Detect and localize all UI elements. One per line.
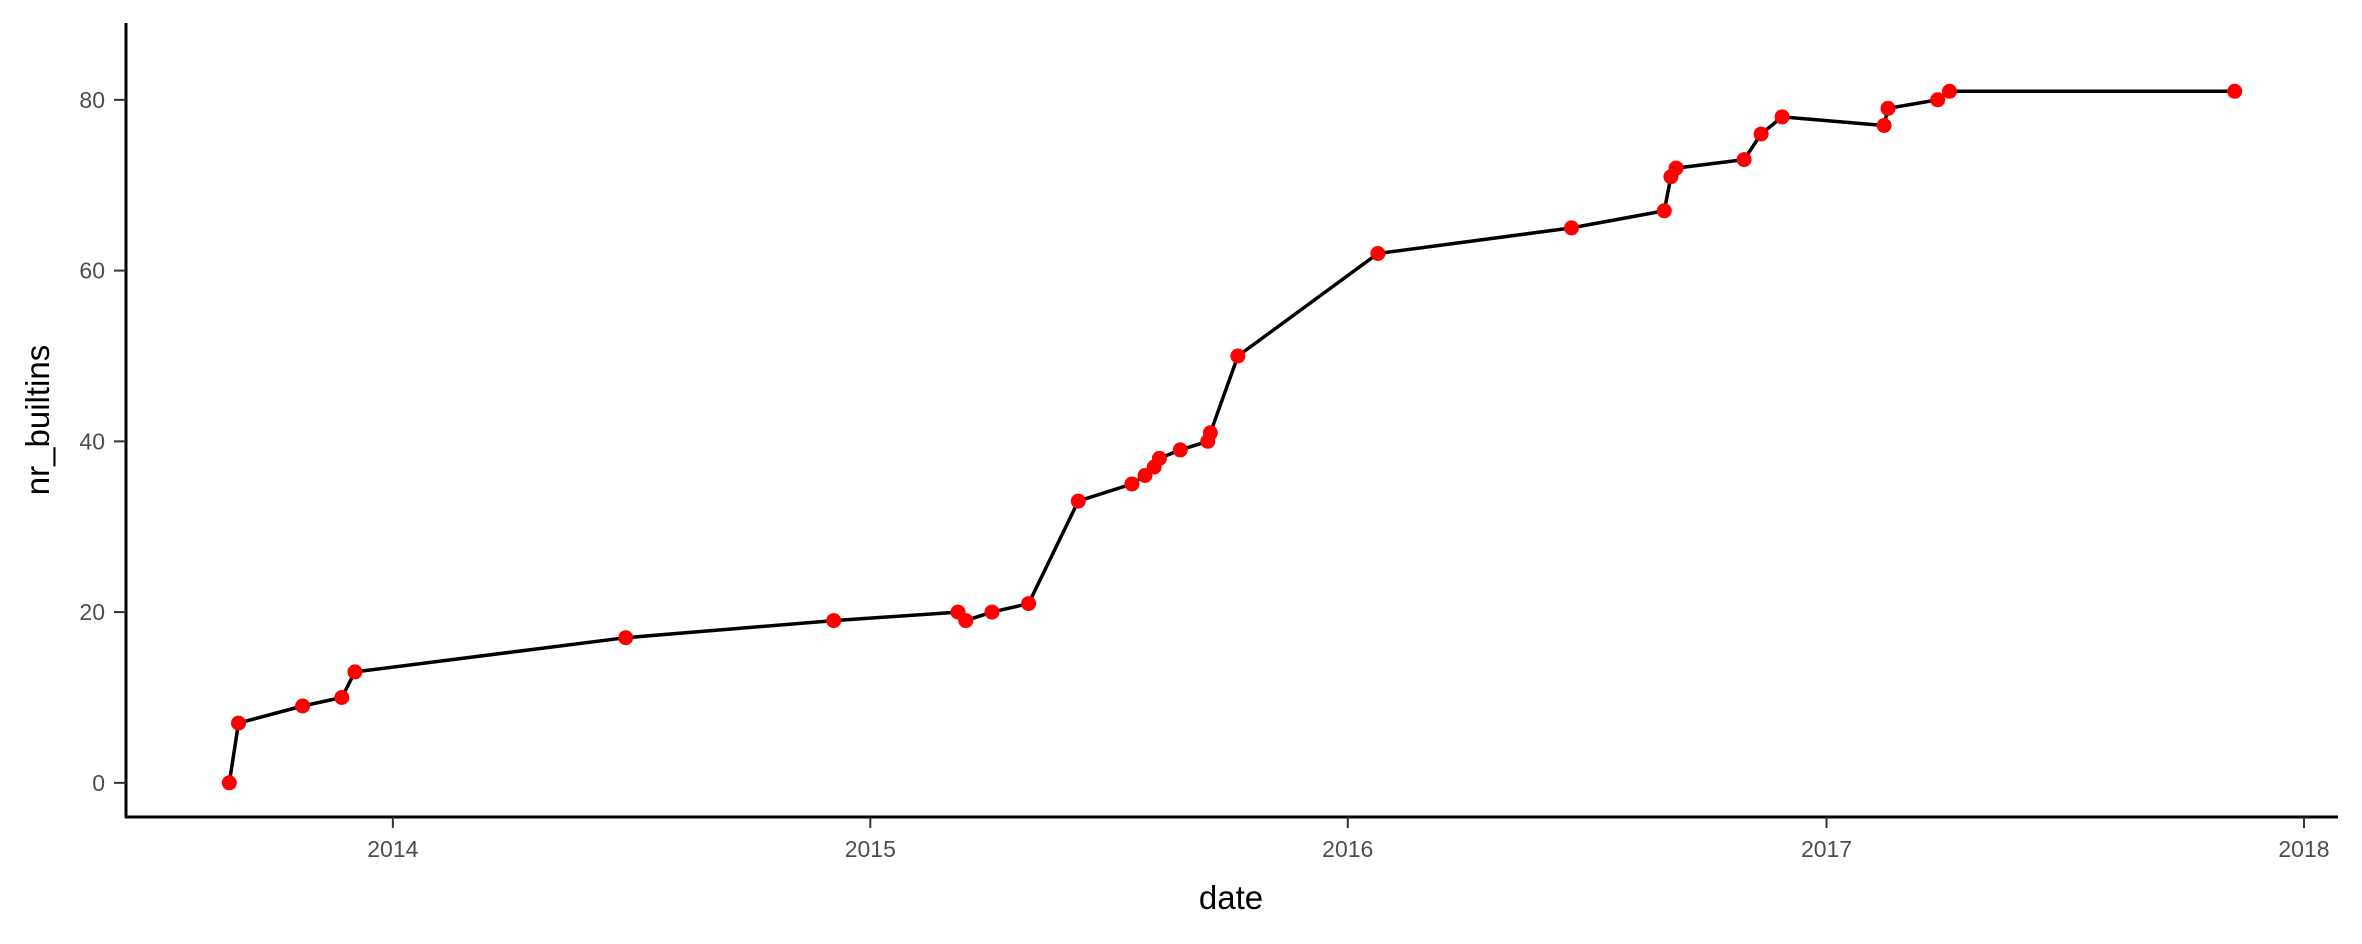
y-tick-label: 20 bbox=[79, 599, 105, 625]
data-point bbox=[231, 715, 246, 731]
data-point bbox=[618, 630, 634, 646]
data-point bbox=[1736, 152, 1752, 168]
data-point bbox=[1656, 203, 1672, 219]
data-point bbox=[1942, 83, 1957, 99]
y-axis-ticks: 0 20 40 60 80 bbox=[79, 87, 126, 796]
data-point bbox=[1230, 348, 1246, 364]
data-point bbox=[826, 613, 842, 629]
data-point bbox=[347, 664, 363, 680]
data-point bbox=[1370, 246, 1386, 261]
data-point bbox=[1070, 493, 1086, 509]
y-axis-title: nr_builtins bbox=[19, 345, 56, 495]
series-line bbox=[227, 89, 2235, 784]
x-tick-label: 2015 bbox=[845, 836, 896, 862]
y-tick-label: 80 bbox=[79, 87, 105, 113]
data-point bbox=[1930, 92, 1946, 108]
data-point bbox=[1753, 126, 1769, 142]
x-axis-ticks: 2014 2015 2016 2017 2018 bbox=[367, 817, 2330, 862]
x-tick-label: 2018 bbox=[2278, 836, 2329, 862]
y-tick-label: 0 bbox=[92, 770, 105, 796]
data-point bbox=[1172, 442, 1188, 458]
y-tick-label: 40 bbox=[79, 428, 105, 454]
data-point bbox=[1564, 220, 1579, 236]
data-point bbox=[1151, 450, 1167, 466]
plot-area bbox=[221, 83, 2243, 791]
data-point bbox=[1880, 100, 1896, 116]
data-point bbox=[1124, 476, 1140, 492]
x-tick-label: 2016 bbox=[1322, 836, 1373, 862]
data-point bbox=[1668, 160, 1684, 176]
data-point bbox=[984, 604, 1000, 620]
data-point bbox=[1774, 109, 1790, 125]
x-tick-label: 2014 bbox=[367, 836, 418, 862]
x-axis-title: date bbox=[1199, 879, 1263, 916]
data-point bbox=[958, 613, 974, 629]
data-point bbox=[1876, 118, 1892, 133]
data-point bbox=[1202, 425, 1218, 441]
data-point bbox=[1021, 596, 1037, 612]
x-tick-label: 2017 bbox=[1801, 836, 1852, 862]
data-point bbox=[334, 690, 350, 705]
data-point bbox=[221, 775, 237, 791]
y-tick-label: 60 bbox=[79, 258, 105, 284]
data-point bbox=[295, 698, 311, 714]
data-point bbox=[2227, 83, 2243, 99]
